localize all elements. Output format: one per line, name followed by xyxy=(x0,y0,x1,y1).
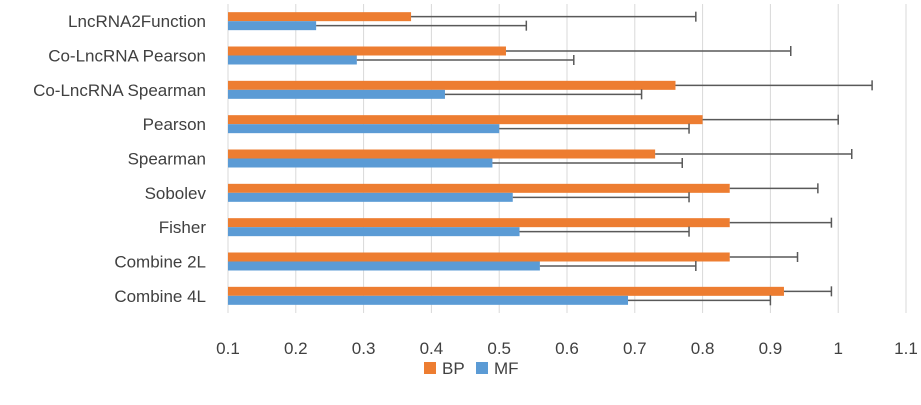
bar-bp xyxy=(228,46,506,56)
bar-mf xyxy=(228,158,493,168)
bar-mf xyxy=(228,261,540,271)
x-tick-label: 0.2 xyxy=(284,339,308,358)
category-label: Co-LncRNA Spearman xyxy=(33,81,206,100)
category-label: LncRNA2Function xyxy=(68,12,206,31)
category-labels: LncRNA2Function Co-LncRNA Pearson Co-LncRN… xyxy=(33,12,206,306)
x-tick-label: 1 xyxy=(833,339,842,358)
legend: BP MF xyxy=(424,359,519,378)
bar-mf xyxy=(228,295,629,305)
x-tick-label: 0.4 xyxy=(420,339,444,358)
error-bars xyxy=(316,11,873,306)
legend-label-bp: BP xyxy=(442,359,465,378)
category-label: Fisher xyxy=(159,218,207,237)
category-label: Combine 2L xyxy=(114,253,206,272)
bar-bp xyxy=(228,252,730,262)
legend-swatch-bp xyxy=(424,362,436,374)
category-label: Combine 4L xyxy=(114,287,206,306)
x-tick-label: 0.3 xyxy=(352,339,376,358)
bar-mf xyxy=(228,89,445,99)
bar-bp xyxy=(228,115,703,125)
x-tick-label: 0.5 xyxy=(487,339,511,358)
bar-mf xyxy=(228,55,357,65)
category-label: Co-LncRNA Pearson xyxy=(48,47,206,66)
x-tick-label: 0.7 xyxy=(623,339,647,358)
x-tick-label: 1.1 xyxy=(894,339,918,358)
bar-bp xyxy=(228,286,784,296)
x-tick-label: 0.6 xyxy=(555,339,579,358)
bar-bp xyxy=(228,183,730,193)
bar-bp xyxy=(228,218,730,228)
category-label: Spearman xyxy=(128,150,206,169)
bar-mf xyxy=(228,124,500,134)
bar-marks xyxy=(228,12,784,305)
bar-mf xyxy=(228,192,513,202)
bar-mf xyxy=(228,21,317,31)
x-tick-label: 0.1 xyxy=(216,339,240,358)
legend-swatch-mf xyxy=(476,362,488,374)
bar-bp xyxy=(228,80,676,90)
bar-bp xyxy=(228,12,412,22)
bar-mf xyxy=(228,227,520,237)
category-label: Sobolev xyxy=(145,184,207,203)
legend-label-mf: MF xyxy=(494,359,519,378)
x-tick-labels: 0.1 0.2 0.3 0.4 0.5 0.6 0.7 0.8 0.9 1 1.1 xyxy=(216,339,918,358)
bar-bp xyxy=(228,149,656,159)
x-tick-label: 0.9 xyxy=(759,339,783,358)
category-label: Pearson xyxy=(143,115,206,134)
x-tick-label: 0.8 xyxy=(691,339,715,358)
